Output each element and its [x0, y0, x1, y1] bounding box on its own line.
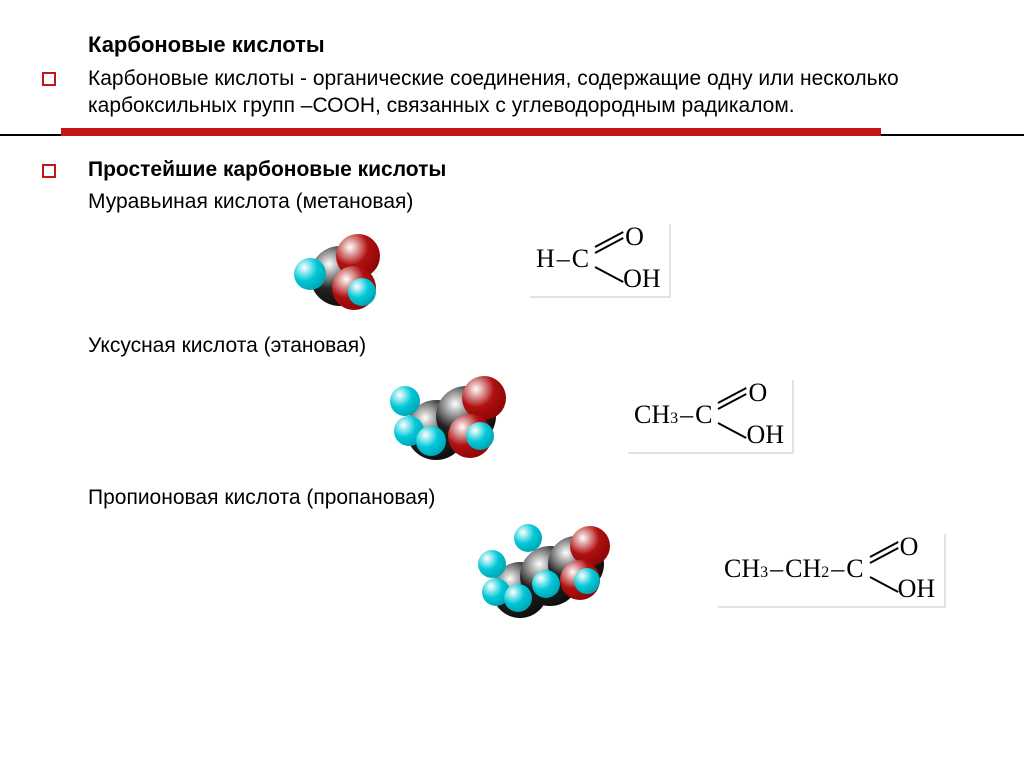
structural-formula: CH3–COOH	[626, 378, 792, 452]
acid-name: Уксусная кислота (этановая)	[88, 334, 970, 358]
structural-formula: H–COOH	[528, 222, 669, 296]
definition-row: Карбоновые кислоты - органические соедин…	[88, 66, 970, 120]
acid-block: Муравьиная кислота (метановая) H–COOH	[88, 190, 970, 326]
atom-sphere	[466, 422, 494, 450]
subheading-row: Простейшие карбоновые кислоты	[88, 158, 970, 182]
atom-sphere	[532, 570, 560, 598]
atom-sphere	[574, 568, 600, 594]
acid-block: Пропионовая кислота (пропановая)CH3–CH2–…	[88, 486, 970, 632]
carboxyl-group-icon: OOH	[591, 228, 661, 290]
carboxyl-group-icon: OOH	[866, 538, 936, 600]
atom-sphere	[504, 584, 532, 612]
subheading-text: Простейшие карбоновые кислоты	[88, 158, 446, 182]
divider-red	[61, 128, 880, 136]
molecule-model	[478, 506, 608, 610]
slide: Карбоновые кислоты Карбоновые кислоты - …	[0, 0, 1024, 768]
acid-row: CH3–COOH	[88, 360, 970, 478]
atom-sphere	[294, 258, 326, 290]
definition-text: Карбоновые кислоты - органические соедин…	[88, 66, 970, 120]
structural-formula: CH3–CH2–COOH	[716, 532, 944, 606]
atom-sphere	[390, 386, 420, 416]
carboxyl-group-icon: OOH	[714, 384, 784, 446]
bullet-icon	[42, 72, 56, 86]
acid-name: Муравьиная кислота (метановая)	[88, 190, 970, 214]
acids-list: Муравьиная кислота (метановая) H–COOH Уксу…	[88, 190, 970, 632]
molecule-model	[288, 216, 378, 306]
acid-block: Уксусная кислота (этановая) CH3–COOH	[88, 334, 970, 478]
slide-title: Карбоновые кислоты	[88, 32, 970, 58]
atom-sphere	[478, 550, 506, 578]
acid-row: H–COOH	[88, 216, 970, 326]
atom-sphere	[416, 426, 446, 456]
atom-sphere	[514, 524, 542, 552]
bullet-icon	[42, 164, 56, 178]
acid-row: CH3–CH2–COOH	[88, 512, 970, 632]
molecule-model	[388, 356, 498, 456]
atom-sphere	[348, 278, 376, 306]
divider	[0, 126, 1024, 140]
